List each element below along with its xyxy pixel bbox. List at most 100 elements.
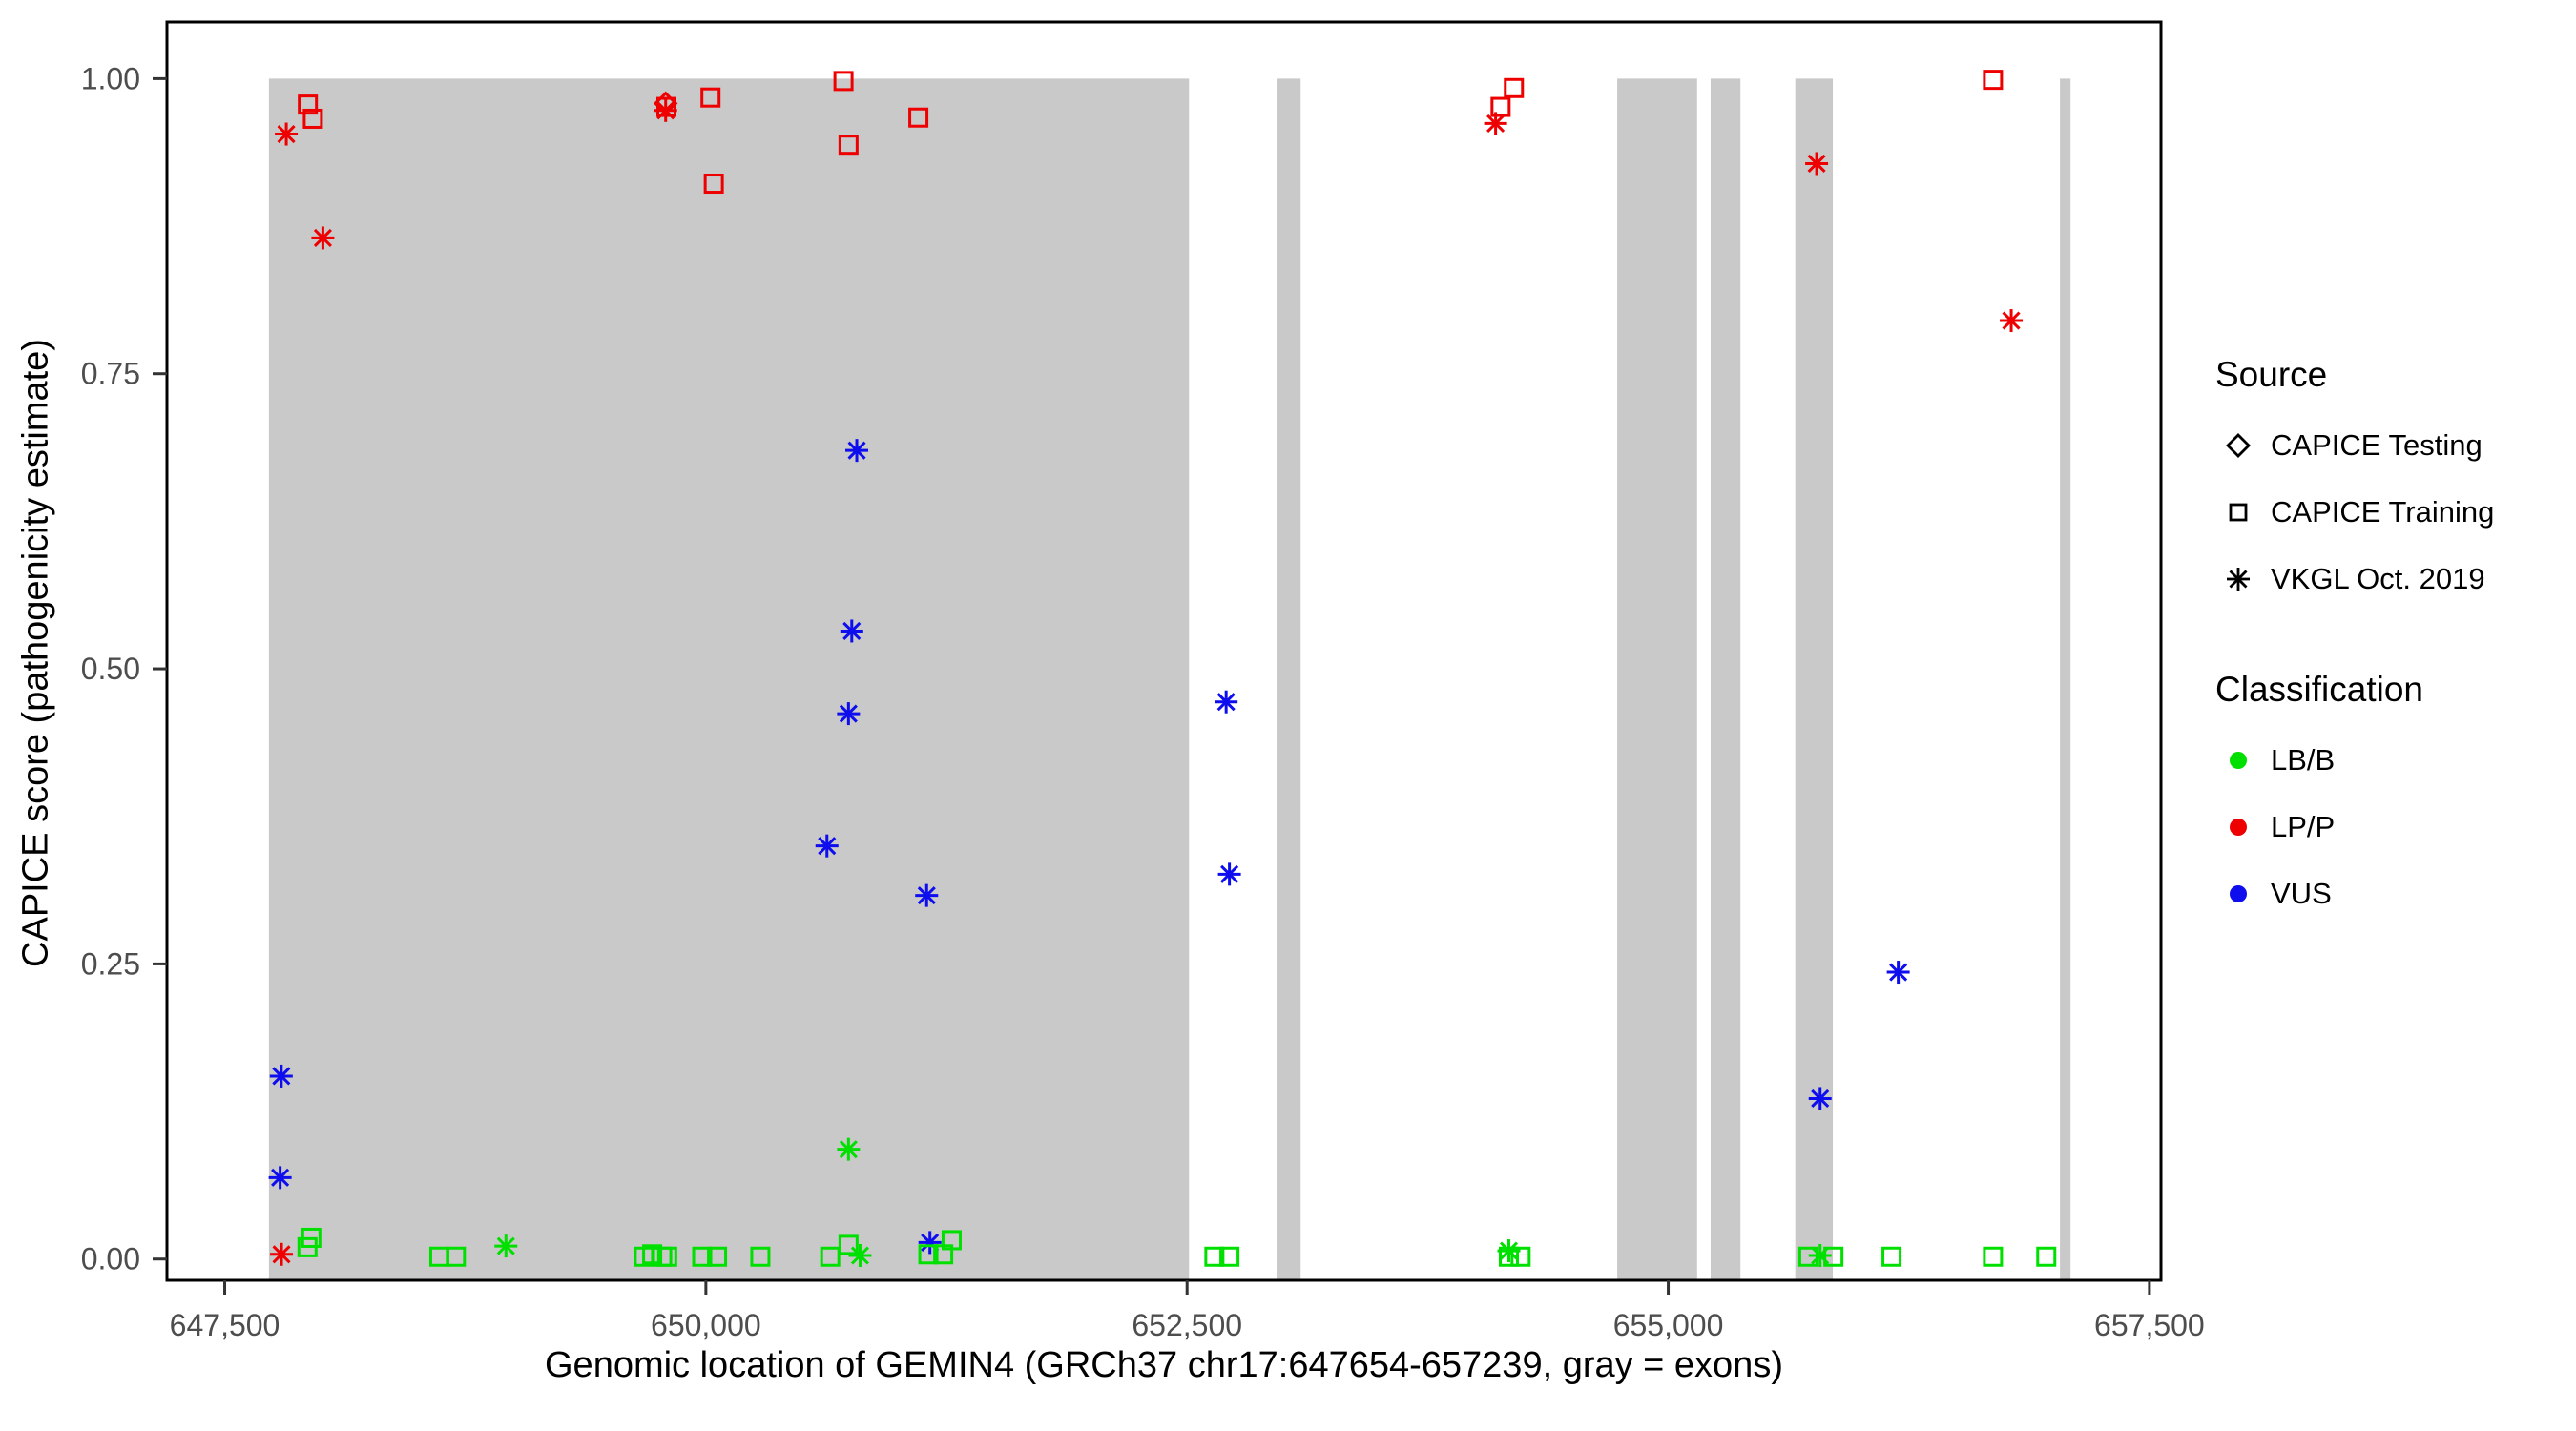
x-tick-label: 647,500	[170, 1308, 280, 1342]
legend-item-lbb: LB/B	[2215, 727, 2494, 794]
x-tick-label: 657,500	[2094, 1308, 2205, 1342]
legend-title-source: Source	[2215, 355, 2328, 394]
data-point	[446, 1246, 467, 1267]
data-point	[703, 174, 724, 195]
exon-region	[1795, 78, 1834, 1281]
series	[297, 1227, 2057, 1267]
legend-group-source: Source CAPICE Testing CAPICE Training	[2215, 355, 2494, 612]
series	[268, 439, 1910, 1255]
data-point	[494, 1234, 518, 1258]
legend-item-vus: VUS	[2215, 861, 2494, 927]
data-point	[700, 87, 721, 108]
x-tick-label: 650,000	[651, 1308, 761, 1342]
data-point	[1490, 96, 1511, 117]
legend-label: CAPICE Testing	[2271, 428, 2483, 462]
exon-region	[2060, 78, 2071, 1281]
data-point	[838, 1234, 859, 1255]
data-point	[1808, 1087, 1832, 1110]
data-point	[1983, 70, 2004, 91]
legend-label: LB/B	[2271, 743, 2336, 777]
lpp-dot-icon	[2230, 819, 2247, 836]
square-icon	[2229, 503, 2248, 522]
data-point	[837, 1137, 861, 1161]
data-point	[269, 1064, 293, 1088]
data-point	[908, 107, 929, 128]
data-point	[1881, 1246, 1902, 1267]
data-point	[311, 226, 335, 250]
data-point	[845, 439, 869, 463]
data-point	[268, 1166, 292, 1190]
data-point	[1499, 1246, 1520, 1267]
y-tick-label: 0.00	[81, 1242, 140, 1276]
data-point	[941, 1230, 962, 1251]
data-point	[1797, 1246, 1818, 1267]
data-point	[1510, 1246, 1531, 1267]
x-tick-label: 655,000	[1613, 1308, 1724, 1342]
legend-label: VUS	[2271, 877, 2332, 910]
y-axis-title: CAPICE score (pathogenicity estimate)	[15, 339, 56, 967]
data-point	[750, 1246, 771, 1267]
data-point	[1217, 862, 1241, 886]
y-tick-label: 0.25	[81, 946, 140, 981]
y-tick-label: 1.00	[81, 61, 140, 95]
data-point	[1823, 1246, 1844, 1267]
data-point	[1204, 1246, 1225, 1267]
y-tick-label: 0.50	[81, 652, 140, 686]
legend-item-vkgl: VKGL Oct. 2019	[2215, 546, 2494, 612]
y-axis: 0.00 0.25 0.50 0.75 1.00	[81, 61, 167, 1276]
data-point	[848, 1244, 872, 1268]
y-tick-label: 0.75	[81, 357, 140, 391]
exon-region	[1617, 78, 1697, 1281]
data-point	[815, 834, 839, 858]
exon-region	[268, 78, 1190, 1281]
data-point	[1484, 112, 1507, 135]
lbb-dot-icon	[2230, 752, 2247, 769]
data-point	[1504, 77, 1525, 98]
data-point	[1219, 1246, 1240, 1267]
legend-item-capice-testing: CAPICE Testing	[2215, 412, 2494, 479]
data-point	[1886, 961, 1910, 985]
data-point	[270, 1242, 294, 1266]
series	[270, 98, 2024, 1266]
data-point	[1805, 152, 1829, 176]
data-point	[838, 135, 859, 156]
exon-region	[1277, 78, 1301, 1281]
data-points	[268, 70, 2057, 1268]
legend-item-capice-training: CAPICE Training	[2215, 479, 2494, 546]
data-point	[820, 1246, 841, 1267]
exon-regions	[268, 78, 2071, 1281]
asterisk-icon	[2227, 568, 2250, 591]
data-point	[656, 1246, 677, 1267]
legend-label: VKGL Oct. 2019	[2271, 562, 2485, 595]
data-point	[833, 71, 854, 92]
data-point	[654, 98, 677, 122]
legend-item-lpp: LP/P	[2215, 794, 2494, 861]
data-point	[302, 108, 323, 129]
x-axis-title: Genomic location of GEMIN4 (GRCh37 chr17…	[545, 1345, 1783, 1385]
legend-gap	[2215, 612, 2494, 670]
x-tick-label: 652,500	[1132, 1308, 1242, 1342]
x-axis: 647,500 650,000 652,500 655,000 657,500	[170, 1280, 2205, 1342]
exon-region	[1710, 78, 1741, 1281]
diamond-icon	[2226, 433, 2251, 458]
data-point	[298, 94, 319, 115]
data-point	[275, 122, 299, 146]
legend-label: CAPICE Training	[2271, 495, 2495, 529]
data-point	[1215, 690, 1238, 714]
vus-dot-icon	[2230, 885, 2247, 902]
legend-label: LP/P	[2271, 810, 2336, 843]
data-point	[2036, 1246, 2057, 1267]
data-point	[2000, 309, 2024, 333]
legend-title-classification: Classification	[2215, 670, 2423, 709]
data-point	[301, 1227, 322, 1248]
data-point	[840, 619, 863, 643]
data-point	[707, 1246, 728, 1267]
series	[494, 1137, 1832, 1268]
data-point	[915, 883, 939, 907]
data-point	[1983, 1246, 2004, 1267]
legend: Source CAPICE Testing CAPICE Training	[2215, 355, 2494, 927]
data-point	[692, 1246, 713, 1267]
series	[298, 70, 2004, 195]
